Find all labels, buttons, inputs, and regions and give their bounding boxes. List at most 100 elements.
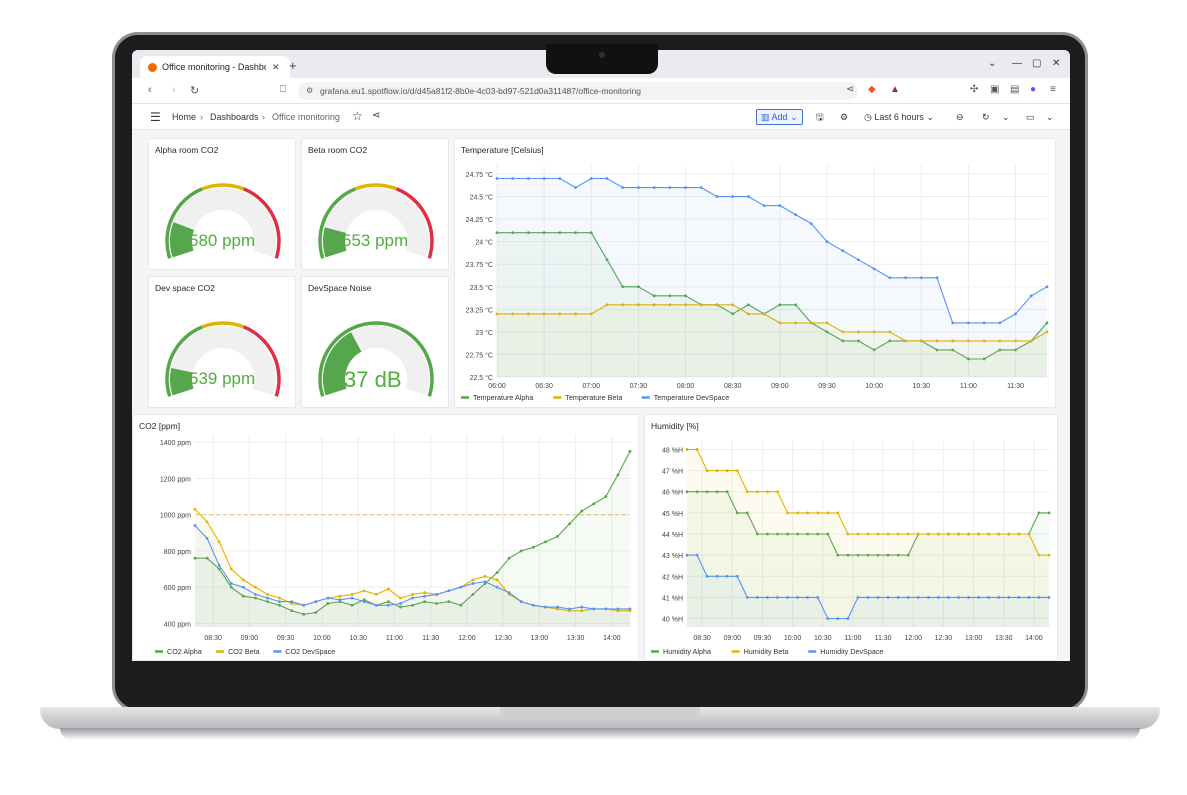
breadcrumb-dashboards[interactable]: Dashboards	[210, 112, 259, 122]
x-tick-label: 11:30	[1007, 383, 1024, 390]
legend-label[interactable]: Humidity DevSpace	[820, 647, 883, 656]
humidity-panel[interactable]: Humidity [%] 40 %H 41 %H 42 %H 43 %H 44 %H 45…	[644, 414, 1058, 661]
close-tab-icon[interactable]: ✕	[272, 61, 280, 72]
y-tick-label: 23.25 °C	[466, 306, 493, 314]
data-point	[229, 567, 233, 571]
gauge-value-arc	[170, 367, 194, 396]
x-tick-label: 12:00	[458, 635, 476, 642]
data-point	[967, 596, 970, 599]
share-dashboard-icon[interactable]: ⋖	[372, 110, 381, 121]
legend-label[interactable]: Temperature DevSpace	[654, 393, 730, 402]
data-point	[580, 605, 584, 609]
save-icon[interactable]: 🖫	[816, 112, 824, 122]
gauge-panel[interactable]: Beta room CO2 553 ppm	[301, 138, 449, 270]
reload-icon[interactable]: ↻	[190, 85, 200, 97]
data-point	[266, 600, 269, 604]
data-point	[519, 600, 523, 604]
legend-label[interactable]: CO2 Alpha	[167, 647, 202, 656]
data-point	[977, 596, 981, 599]
gauge-threshold-band	[395, 187, 434, 259]
legend-label[interactable]: CO2 Beta	[228, 647, 260, 656]
data-point	[604, 607, 608, 611]
data-point	[886, 532, 890, 536]
brave-rewards-icon[interactable]: ▲	[890, 84, 900, 95]
time-picker[interactable]: ◷ Last 6 hours ⌄	[864, 109, 934, 125]
data-point	[856, 553, 860, 557]
gauge-panel[interactable]: DevSpace Noise 37 dB	[301, 276, 449, 408]
bookmark-icon[interactable]: ⎕	[280, 84, 286, 95]
x-tick-label: 13:30	[995, 635, 1013, 642]
hamburger-menu-icon[interactable]: ☰	[150, 110, 161, 124]
tab-list-chevron-icon[interactable]: ⌄	[988, 58, 997, 69]
y-tick-label: 1400 ppm	[160, 440, 191, 447]
data-point	[574, 186, 577, 189]
data-point	[755, 596, 759, 599]
temperature-panel[interactable]: Temperature [Celsius] 22.5 °C 22.75 °C 23 …	[454, 138, 1056, 408]
browser-tab[interactable]: Office monitoring - Dashboa ✕	[140, 56, 290, 78]
x-tick-label: 11:30	[422, 635, 439, 642]
wallet-icon[interactable]: ▤	[1010, 84, 1020, 95]
menu-icon[interactable]: ≡	[1050, 84, 1056, 95]
sidebar-icon[interactable]: ▣	[990, 84, 1000, 95]
settings-icon[interactable]: ⚙	[840, 112, 849, 122]
data-point	[916, 532, 920, 536]
data-point	[1017, 596, 1021, 599]
data-point	[731, 312, 735, 316]
data-point	[796, 596, 800, 599]
data-point	[668, 303, 672, 307]
data-point	[951, 339, 955, 343]
data-point	[1027, 532, 1031, 536]
profile-icon[interactable]: ●	[1030, 84, 1037, 95]
data-point	[266, 592, 269, 596]
tv-mode-icon[interactable]: ▭	[1026, 112, 1035, 122]
minimize-icon[interactable]: —	[1012, 58, 1022, 69]
data-point	[919, 276, 923, 280]
legend-label[interactable]: CO2 DevSpace	[285, 647, 335, 656]
gauge-panel[interactable]: Alpha room CO2 580 ppm	[148, 138, 296, 270]
x-tick-label: 09:30	[818, 383, 836, 390]
laptop-shadow	[60, 728, 1140, 740]
legend-label[interactable]: Temperature Alpha	[473, 393, 533, 402]
data-point	[755, 532, 759, 536]
extensions-icon[interactable]: ✣	[970, 84, 979, 95]
legend-label[interactable]: Humidity Alpha	[663, 647, 711, 656]
refresh-icon[interactable]: ↻	[982, 112, 990, 122]
legend-label[interactable]: Temperature Beta	[565, 393, 622, 402]
address-bar[interactable]: ⚙ grafana.eu1.spotflow.io/d/d45a81f2-8b0…	[298, 82, 858, 100]
x-tick-label: 14:00	[603, 635, 621, 642]
data-point	[796, 532, 800, 536]
data-point	[652, 294, 656, 298]
data-point	[507, 556, 511, 560]
laptop-base-notch	[500, 707, 700, 717]
forward-icon[interactable]: ›	[172, 84, 176, 96]
time-range-label: Last 6 hours	[874, 112, 924, 122]
share-icon[interactable]: ⋖	[846, 84, 855, 95]
restore-icon[interactable]: ▢	[1032, 58, 1042, 69]
legend-label[interactable]: Humidity Beta	[744, 647, 789, 656]
view-chevron-icon[interactable]: ⌄	[1046, 112, 1054, 122]
zoom-out-icon[interactable]: ⊖	[956, 112, 964, 122]
add-button[interactable]: ▥ Add ⌄	[756, 109, 803, 125]
data-point	[947, 596, 950, 599]
data-point	[423, 594, 426, 598]
data-point	[495, 231, 499, 235]
back-icon[interactable]: ‹	[148, 84, 152, 96]
temperature-chart: 22.5 °C 22.75 °C 23 °C 23.25 °C 23.5 °C 23.75…	[461, 165, 1049, 402]
series-area	[687, 555, 1049, 627]
site-info-icon[interactable]: ⚙	[306, 86, 314, 95]
data-point	[747, 195, 750, 198]
data-point	[1007, 532, 1011, 536]
star-icon[interactable]: ☆	[352, 109, 363, 123]
panel-title: Humidity [%]	[651, 421, 699, 431]
refresh-interval-chevron-icon[interactable]: ⌄	[1002, 112, 1010, 122]
breadcrumb-home[interactable]: Home	[172, 112, 197, 122]
brave-shield-icon[interactable]: ◆	[868, 84, 876, 95]
gauge-panel[interactable]: Dev space CO2 539 ppm	[148, 276, 296, 408]
co2-panel[interactable]: CO2 [ppm] 400 ppm 600 ppm 800 ppm 1000 ppm 1…	[132, 414, 639, 661]
new-tab-icon[interactable]: +	[289, 58, 297, 73]
data-point	[637, 285, 640, 289]
data-point	[1037, 553, 1041, 557]
data-point	[338, 594, 342, 598]
close-window-icon[interactable]: ✕	[1052, 58, 1061, 69]
data-point	[825, 321, 829, 325]
